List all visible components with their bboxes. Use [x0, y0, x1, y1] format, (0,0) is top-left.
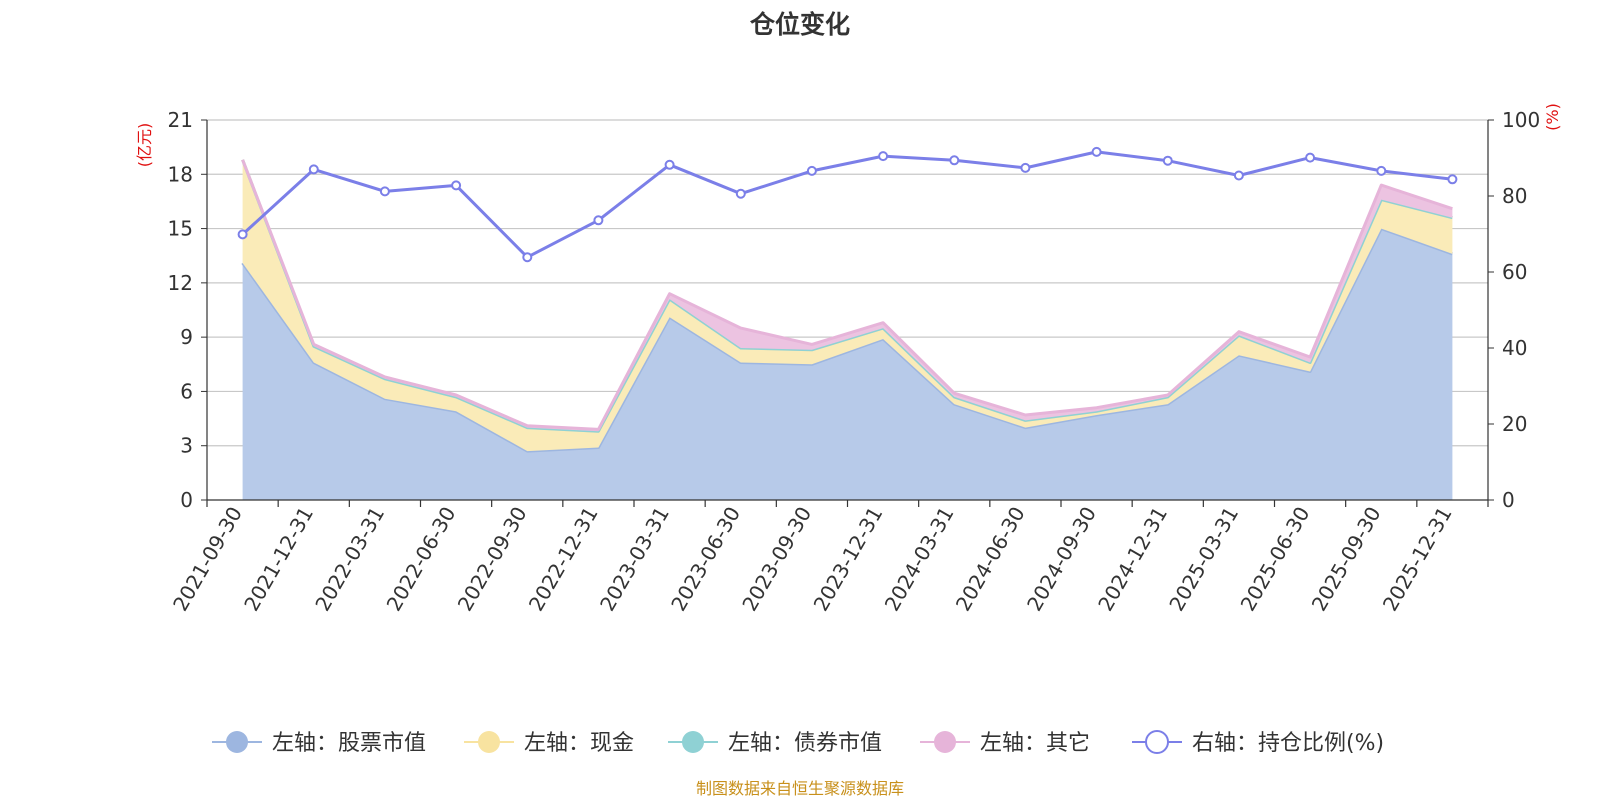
area-top-line: [241, 159, 1453, 431]
right-tick-label: 0: [1502, 488, 1515, 512]
x-tick-label: 2024-06-30: [951, 503, 1030, 616]
x-tick-label: 2025-12-31: [1378, 503, 1457, 616]
ratio-point[interactable]: [878, 151, 889, 162]
x-tick-label: 2022-03-31: [310, 503, 389, 616]
left-tick-label: 15: [168, 217, 193, 241]
ratio-point[interactable]: [806, 165, 817, 176]
right-tick-label: 80: [1502, 184, 1527, 208]
ratio-line-layer: [237, 146, 1458, 263]
x-tick-label: 2022-09-30: [453, 503, 532, 616]
legend-swatch-marker: [478, 731, 500, 753]
area-top-line: [241, 159, 1453, 433]
ratio-point[interactable]: [1091, 146, 1102, 157]
area-fill: [242, 228, 1453, 500]
x-tick-label: 2023-12-31: [809, 503, 888, 616]
ratio-point[interactable]: [308, 164, 319, 175]
right-tick-label: 60: [1502, 260, 1527, 284]
legend-label: 左轴：其它: [980, 731, 1090, 756]
right-axis-unit: (%): [1543, 103, 1562, 131]
left-tick-label: 18: [168, 162, 193, 186]
chart-title: 仓位变化: [749, 10, 850, 39]
left-tick-label: 12: [168, 271, 193, 295]
legend-label: 左轴：现金: [524, 731, 634, 756]
legend-swatch-marker: [682, 731, 704, 753]
x-tick-label: 2024-03-31: [880, 503, 959, 616]
legend-item[interactable]: 左轴：债券市值: [668, 731, 882, 756]
x-tick-label: 2022-06-30: [382, 503, 461, 616]
legend-label: 左轴：债券市值: [728, 731, 882, 756]
legend-swatch-marker: [934, 731, 956, 753]
legend-item[interactable]: 左轴：其它: [920, 731, 1090, 756]
x-tick-label: 2023-06-30: [666, 503, 745, 616]
footer-note: 制图数据来自恒生聚源数据库: [696, 779, 904, 798]
legend-swatch-marker: [1145, 730, 1169, 754]
legend-item[interactable]: 左轴：股票市值: [212, 731, 426, 756]
left-tick-label: 21: [168, 108, 193, 132]
left-axis-unit: (亿元): [135, 123, 154, 168]
x-tick-label: 2024-12-31: [1093, 503, 1172, 616]
ratio-point[interactable]: [379, 186, 390, 197]
ratio-point[interactable]: [1305, 152, 1316, 163]
ratio-point[interactable]: [1233, 170, 1244, 181]
left-tick-label: 3: [180, 434, 193, 458]
x-tick-label: 2025-03-31: [1164, 503, 1243, 616]
legend-label: 左轴：股票市值: [272, 731, 426, 756]
ratio-point[interactable]: [1020, 162, 1031, 173]
x-tick-label: 2025-06-30: [1236, 503, 1315, 616]
legend-swatch-marker: [226, 731, 248, 753]
ratio-point[interactable]: [593, 215, 604, 226]
legend-item[interactable]: 右轴：持仓比例(%): [1132, 730, 1384, 756]
ratio-point[interactable]: [451, 180, 462, 191]
right-tick-label: 20: [1502, 412, 1527, 436]
x-tick-label: 2021-12-31: [239, 503, 318, 616]
x-tick-label: 2023-09-30: [737, 503, 816, 616]
x-tick-label: 2021-09-30: [168, 503, 247, 616]
right-tick-label: 40: [1502, 336, 1527, 360]
left-tick-label: 9: [180, 325, 193, 349]
ratio-point[interactable]: [949, 155, 960, 166]
left-tick-label: 6: [180, 379, 193, 403]
ratio-point[interactable]: [664, 159, 675, 170]
x-tick-label: 2022-12-31: [524, 503, 603, 616]
ratio-point[interactable]: [735, 188, 746, 199]
area-layer: [241, 159, 1453, 500]
ratio-point[interactable]: [237, 229, 248, 240]
ratio-point[interactable]: [1376, 165, 1387, 176]
legend: 左轴：股票市值 左轴：现金 左轴：债券市值 左轴：其它 右轴：持仓比例(%): [212, 730, 1384, 756]
legend-label: 右轴：持仓比例(%): [1192, 731, 1384, 756]
right-tick-label: 100: [1502, 108, 1540, 132]
ratio-point[interactable]: [522, 252, 533, 263]
ratio-point[interactable]: [1447, 174, 1458, 185]
ratio-point[interactable]: [1162, 155, 1173, 166]
ratio-line: [241, 150, 1453, 259]
x-tick-label: 2024-09-30: [1022, 503, 1101, 616]
x-tick-label: 2025-09-30: [1307, 503, 1386, 616]
legend-item[interactable]: 左轴：现金: [464, 731, 634, 756]
x-tick-label: 2023-03-31: [595, 503, 674, 616]
left-tick-label: 0: [180, 488, 193, 512]
